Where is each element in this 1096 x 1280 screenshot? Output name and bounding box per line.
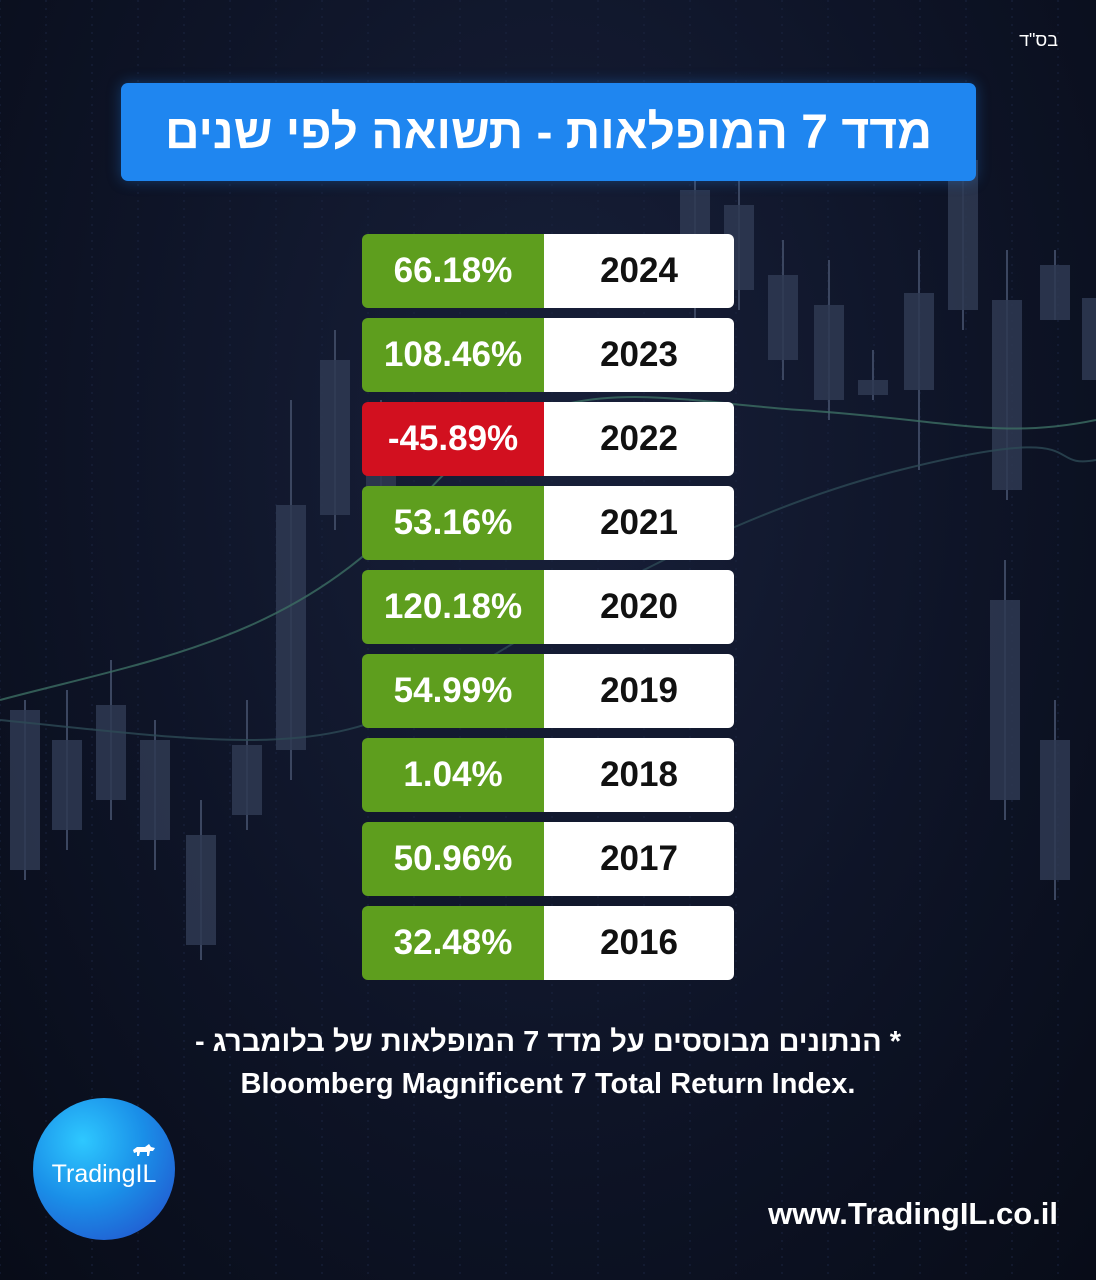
year-label: 2023 [544, 318, 734, 392]
table-row: 120.18% 2020 [362, 570, 734, 644]
return-value: 120.18% [362, 570, 544, 644]
logo-text: TradingIL [51, 1160, 157, 1188]
table-row: 50.96% 2017 [362, 822, 734, 896]
bull-icon [133, 1144, 155, 1156]
year-label: 2021 [544, 486, 734, 560]
table-row: -45.89% 2022 [362, 402, 734, 476]
year-label: 2020 [544, 570, 734, 644]
year-label: 2017 [544, 822, 734, 896]
table-row: 66.18% 2024 [362, 234, 734, 308]
return-value: 50.96% [362, 822, 544, 896]
year-label: 2018 [544, 738, 734, 812]
table-row: 1.04% 2018 [362, 738, 734, 812]
table-row: 108.46% 2023 [362, 318, 734, 392]
year-label: 2019 [544, 654, 734, 728]
table-row: 53.16% 2021 [362, 486, 734, 560]
return-value: 53.16% [362, 486, 544, 560]
return-value: 32.48% [362, 906, 544, 980]
return-value: 66.18% [362, 234, 544, 308]
return-value: 108.46% [362, 318, 544, 392]
footnote-hebrew: * הנתונים מבוססים על מדד 7 המופלאות של ב… [194, 1026, 902, 1058]
title-banner: מדד 7 המופלאות - תשואה לפי שנים [121, 83, 976, 181]
return-value: 54.99% [362, 654, 544, 728]
year-label: 2024 [544, 234, 734, 308]
tradingil-logo: TradingIL [33, 1098, 175, 1240]
website-url[interactable]: www.TradingIL.co.il [768, 1196, 1058, 1231]
return-value: -45.89% [362, 402, 544, 476]
return-value: 1.04% [362, 738, 544, 812]
footnote-english: Bloomberg Magnificent 7 Total Return Ind… [240, 1068, 856, 1100]
table-row: 54.99% 2019 [362, 654, 734, 728]
year-label: 2022 [544, 402, 734, 476]
page-title: מדד 7 המופלאות - תשואה לפי שנים [164, 105, 933, 159]
bsd-mark: בס"ד [1019, 30, 1058, 50]
table-row: 32.48% 2016 [362, 906, 734, 980]
year-label: 2016 [544, 906, 734, 980]
